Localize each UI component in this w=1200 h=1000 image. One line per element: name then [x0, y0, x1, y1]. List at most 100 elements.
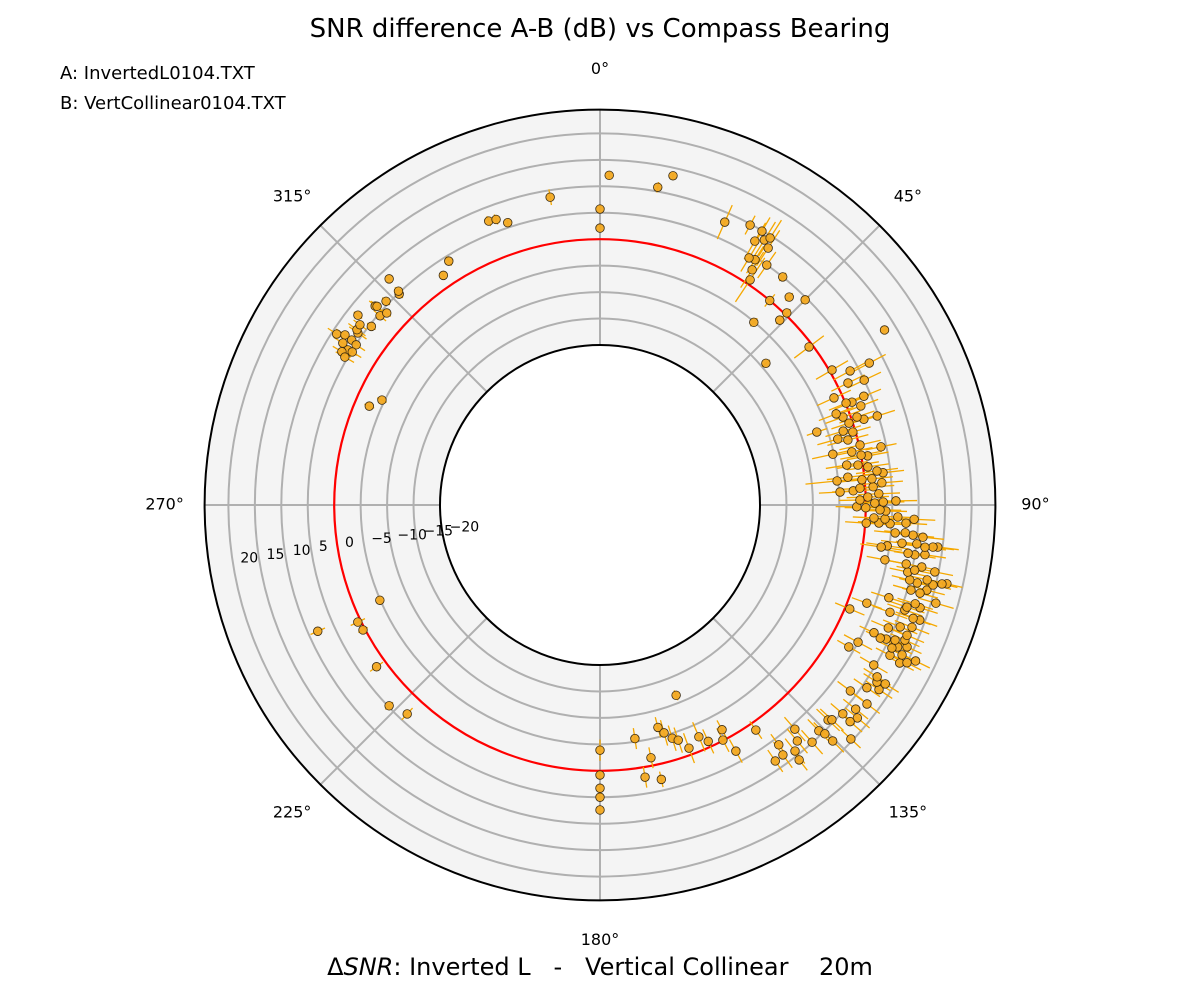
data-point [902, 658, 912, 668]
data-point [928, 542, 938, 552]
r-tick-label: 10 [293, 543, 311, 559]
x-axis-label: ΔSNR: Inverted L - Vertical Collinear 20… [0, 953, 1200, 981]
data-point [867, 474, 877, 484]
data-point [313, 626, 323, 636]
data-point [850, 704, 861, 714]
radial-gridline [280, 185, 920, 825]
data-point [770, 756, 780, 766]
radial-gridline [386, 291, 814, 719]
data-point [885, 607, 895, 617]
data-point [673, 735, 683, 745]
theta-tick-label: 135° [889, 802, 928, 821]
data-point [852, 412, 862, 422]
data-point [703, 736, 713, 747]
data-point [778, 750, 788, 760]
theta-tick-label: 0° [591, 59, 609, 78]
data-point [765, 295, 775, 306]
data-point [340, 352, 350, 362]
data-point [878, 497, 888, 507]
data-point [910, 599, 920, 609]
data-point [847, 447, 857, 457]
r-tick-label: −5 [371, 531, 392, 547]
data-point [371, 662, 382, 672]
data-point [875, 633, 885, 643]
data-point [731, 746, 741, 756]
data-point [902, 602, 912, 612]
data-point [903, 548, 913, 558]
data-point [595, 792, 605, 802]
data-point [656, 774, 667, 785]
data-point [765, 233, 775, 243]
data-point [846, 734, 856, 744]
data-point [862, 683, 872, 693]
x-label-prefix: Δ [327, 953, 344, 981]
data-point [900, 528, 910, 538]
data-point [845, 686, 856, 696]
radial-gridline [253, 158, 947, 852]
data-point [875, 505, 885, 515]
data-point [384, 701, 394, 711]
data-point [869, 628, 879, 638]
annotation-file-b: B: VertCollinear0104.TXT [60, 93, 286, 114]
data-point [366, 321, 377, 332]
data-point [775, 315, 785, 325]
data-point [877, 478, 887, 488]
theta-tick-label: 315° [273, 187, 312, 206]
data-point [800, 295, 810, 305]
data-point [912, 539, 922, 549]
data-point [884, 593, 894, 603]
data-point [353, 617, 363, 627]
data-point [844, 418, 854, 428]
data-point [831, 409, 841, 419]
data-point [897, 538, 907, 548]
data-point [782, 308, 792, 318]
data-point [908, 613, 918, 624]
theta-tick-label: 45° [894, 187, 922, 206]
data-point [890, 635, 900, 645]
data-point [869, 660, 879, 670]
data-point [668, 171, 678, 181]
data-point [901, 518, 911, 528]
r-tick-label: 0 [345, 535, 354, 551]
data-point [684, 743, 694, 753]
data-point [863, 492, 873, 502]
data-point [855, 440, 865, 450]
data-point [891, 496, 901, 506]
data-point [671, 690, 681, 701]
inner-boundary [439, 344, 761, 666]
chart-title: SNR difference A-B (dB) vs Compass Beari… [309, 14, 891, 44]
data-point [861, 518, 871, 528]
data-point [812, 427, 822, 437]
x-label-italic: SNR [343, 953, 394, 981]
data-point [762, 260, 772, 270]
r-tick-label: 5 [319, 539, 328, 555]
data-point [774, 740, 784, 750]
data-point [347, 347, 357, 357]
data-point [907, 622, 917, 632]
radial-gridline [412, 317, 788, 693]
data-point [835, 487, 845, 497]
data-point [853, 637, 863, 647]
data-point [880, 514, 890, 524]
data-point [874, 489, 884, 499]
data-point [630, 733, 640, 744]
data-point [595, 204, 605, 214]
angular-gridline [712, 224, 881, 393]
data-point [355, 320, 365, 330]
data-point [872, 411, 882, 421]
data-point [890, 528, 900, 538]
data-point [880, 679, 890, 689]
data-point [491, 214, 501, 225]
data-point [893, 512, 903, 522]
angular-gridline [712, 617, 881, 786]
data-point [872, 466, 882, 476]
data-point [375, 595, 385, 605]
data-point [372, 301, 382, 312]
data-point [902, 630, 912, 641]
data-point [931, 598, 941, 608]
theta-tick-label: 270° [145, 495, 184, 514]
data-point [872, 672, 882, 682]
data-point [747, 265, 757, 275]
data-point [862, 598, 872, 608]
data-point [402, 709, 412, 719]
